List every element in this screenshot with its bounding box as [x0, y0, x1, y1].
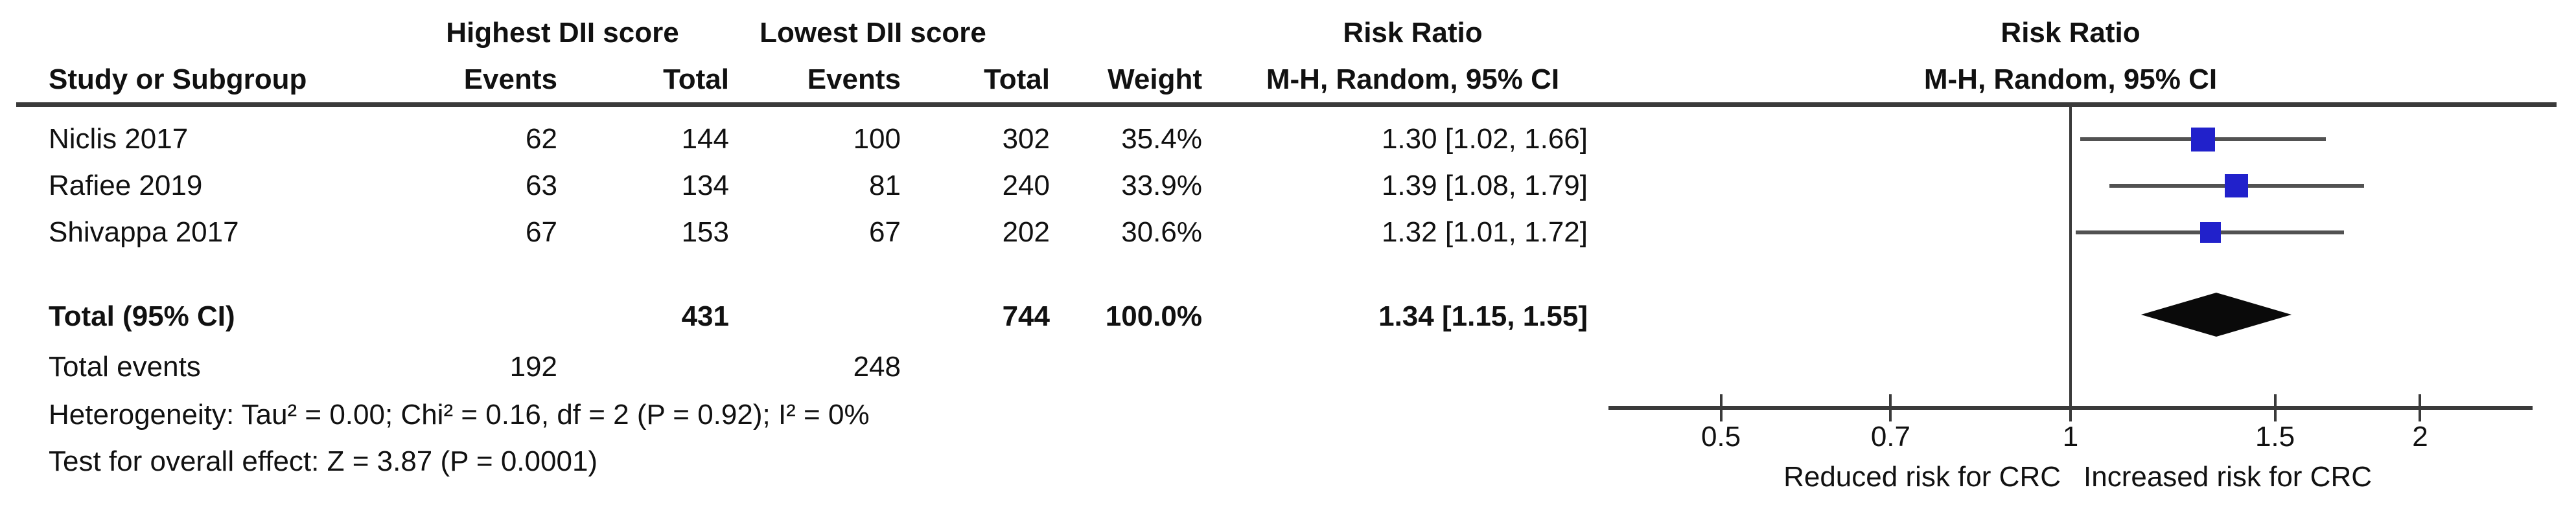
- total-row-label: Total (95% CI): [49, 300, 235, 332]
- weight-square: [2225, 174, 2249, 197]
- row-2-study: Rafiee 2019: [49, 170, 203, 201]
- total-row-total-low: 744: [1002, 300, 1050, 332]
- row-3-rr_text: 1.32 [1.01, 1.72]: [1381, 216, 1588, 248]
- row-2-events2: 81: [869, 170, 901, 201]
- row-1-weight: 35.4%: [1121, 123, 1202, 155]
- total-row-rr-ci: 1.34 [1.15, 1.55]: [1378, 300, 1588, 332]
- pooled-effect-diamond: [2141, 293, 2292, 337]
- row-3-events2: 67: [869, 216, 901, 248]
- column-header-risk-ratio-text: Risk Ratio: [1343, 17, 1483, 49]
- overall-effect-test: Test for overall effect: Z = 3.87 (P = 0…: [49, 445, 598, 477]
- row-1-total2: 302: [1002, 123, 1050, 155]
- row-2-weight: 33.9%: [1121, 170, 1202, 201]
- axis-tick-label: 0.7: [1870, 421, 1910, 453]
- axis-tick: [1889, 394, 1892, 421]
- total-events-low-value: 248: [853, 351, 901, 383]
- row-3-study: Shivappa 2017: [49, 216, 239, 248]
- plot-header-risk-ratio: Risk Ratio: [2001, 17, 2141, 49]
- axis-tick: [1719, 394, 1723, 421]
- row-2-rr_text: 1.39 [1.08, 1.79]: [1381, 170, 1588, 201]
- total-row-weight: 100.0%: [1105, 300, 1202, 332]
- heterogeneity-stats: Heterogeneity: Tau² = 0.00; Chi² = 0.16,…: [49, 399, 870, 431]
- column-header-total-high: Total: [663, 63, 729, 95]
- row-1-total1: 144: [681, 123, 729, 155]
- row-1-events1: 62: [526, 123, 557, 155]
- axis-caption-increased-risk: Increased risk for CRC: [2083, 461, 2373, 493]
- axis-tick: [2069, 394, 2072, 421]
- row-3-total2: 202: [1002, 216, 1050, 248]
- row-1-rr_text: 1.30 [1.02, 1.66]: [1381, 123, 1588, 155]
- plot-header-method: M-H, Random, 95% CI: [1923, 63, 2218, 95]
- row-3-weight: 30.6%: [1121, 216, 1202, 248]
- total-events-high-value: 192: [509, 351, 557, 383]
- axis-caption-reduced-risk: Reduced risk for CRC: [1783, 461, 2061, 493]
- row-3-events1: 67: [526, 216, 557, 248]
- row-2-events1: 63: [526, 170, 557, 201]
- axis-tick-label: 1.5: [2255, 421, 2295, 453]
- weight-square: [2200, 222, 2222, 243]
- row-1-events2: 100: [853, 123, 901, 155]
- column-header-total-low: Total: [984, 63, 1050, 95]
- total-row-total-high: 431: [681, 300, 729, 332]
- axis-tick-label: 0.5: [1700, 421, 1741, 453]
- column-group-header-lowest-dii: Lowest DII score: [760, 17, 986, 49]
- column-header-events-low: Events: [807, 63, 901, 95]
- row-1-study: Niclis 2017: [49, 123, 189, 155]
- axis-tick: [2419, 394, 2422, 421]
- row-2-total1: 134: [681, 170, 729, 201]
- row-2-total2: 240: [1002, 170, 1050, 201]
- axis-tick-label: 2: [2412, 421, 2428, 453]
- row-3-total1: 153: [681, 216, 729, 248]
- column-header-study: Study or Subgroup: [49, 63, 307, 95]
- axis-tick: [2273, 394, 2277, 421]
- column-group-header-highest-dii: Highest DII score: [446, 17, 679, 49]
- weight-square: [2190, 127, 2215, 151]
- total-events-label: Total events: [49, 351, 201, 383]
- null-effect-line: [2069, 107, 2072, 408]
- axis-tick-label: 1: [2062, 421, 2079, 453]
- column-header-weight: Weight: [1108, 63, 1202, 95]
- column-header-events-high: Events: [463, 63, 557, 95]
- header-divider-line: [16, 102, 2557, 107]
- column-header-method-text: M-H, Random, 95% CI: [1266, 63, 1560, 95]
